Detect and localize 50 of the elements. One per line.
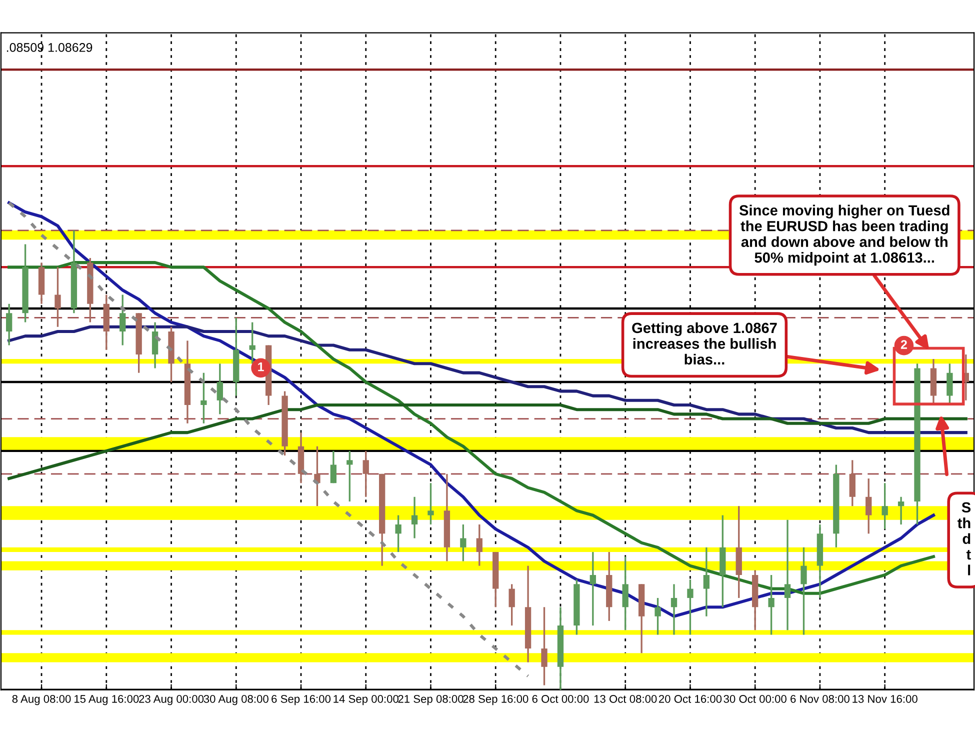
x-tick-label: 20 Oct 16:00 [658,695,722,703]
candlestick [898,496,904,526]
candlestick [249,321,256,364]
x-tick-label: 6 Nov 08:00 [790,695,850,703]
x-tick-label: 30 Oct 00:00 [724,695,786,703]
x-tick-label: 13 Oct 08:00 [594,695,657,703]
x-tick-label: 30 Aug 08:00 [204,695,268,706]
candlestick [800,546,807,636]
candlestick [200,372,207,424]
candlestick [346,450,353,502]
annotation: Getting above 1.0867 increases the bullish bias... [632,322,777,365]
candlestick [460,524,466,562]
candlestick [541,606,548,686]
annotation: Since moving higher on Tuesd the EURUSD has been trading and down above and below th 50% midpoint at 1.08613... [739,204,950,266]
candlestick [622,556,628,631]
candlestick [428,482,434,526]
x-tick-label: 8 Aug 08:00 [12,695,71,706]
x-tick-label: 14 Sep 00:00 [334,695,398,706]
candlestick [590,551,596,626]
candlestick [670,583,678,636]
candlestick [687,578,694,636]
x-tick-label: 21 Sep 08:00 [398,695,464,706]
annotation: 2 [900,340,907,349]
candlestick [411,496,418,540]
x-tick-label: 6 Oct 00:00 [532,695,589,703]
candlestick [152,321,158,370]
candlestick [508,583,515,626]
candlestick [120,294,126,346]
x-tick-label: 6 Sep 16:00 [272,695,331,706]
candlestick [395,514,402,553]
annotation: S th d t l [958,502,971,576]
x-tick-label: 15 Aug 16:00 [74,695,139,706]
candlestick [866,478,872,534]
candlestick [768,574,774,636]
candlestick [882,482,888,530]
candlestick [54,266,61,328]
text: .08509 1.08629 [6,43,92,52]
candlestick [784,519,791,631]
x-tick-label: 13 Nov 16:00 [852,695,918,703]
candlestick [6,303,12,346]
candlestick [362,450,369,498]
candlestick [703,546,710,618]
candlestick [330,450,337,484]
candlestick [216,362,223,416]
candlestick [654,597,661,636]
candlestick [476,524,482,567]
x-tick-label: 28 Sep 16:00 [463,695,528,706]
x-tick-label: 23 Aug 00:00 [139,695,204,706]
candlestick [849,459,856,507]
annotation: 1 [258,362,264,372]
